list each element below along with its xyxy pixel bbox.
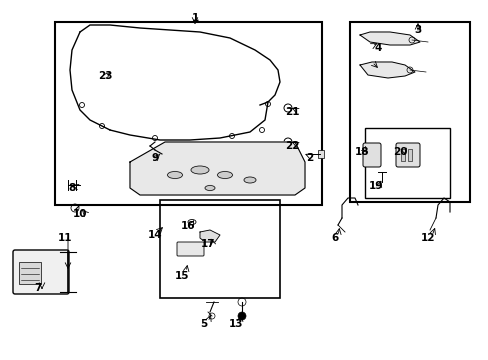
Text: 13: 13 bbox=[228, 319, 243, 329]
Text: 4: 4 bbox=[373, 43, 381, 53]
Ellipse shape bbox=[204, 185, 215, 190]
Circle shape bbox=[238, 312, 245, 320]
Text: 21: 21 bbox=[284, 107, 299, 117]
Text: 23: 23 bbox=[98, 71, 112, 81]
Text: 17: 17 bbox=[200, 239, 215, 249]
Text: 8: 8 bbox=[68, 183, 76, 193]
Polygon shape bbox=[359, 32, 419, 45]
Text: 9: 9 bbox=[151, 153, 158, 163]
Text: 20: 20 bbox=[392, 147, 407, 157]
Text: 3: 3 bbox=[413, 25, 421, 35]
Text: 15: 15 bbox=[174, 271, 189, 281]
Bar bbox=[317, 150, 324, 158]
Bar bbox=[55, 22, 321, 205]
Ellipse shape bbox=[217, 171, 232, 179]
Text: 10: 10 bbox=[73, 209, 87, 219]
Text: 22: 22 bbox=[284, 141, 299, 151]
FancyBboxPatch shape bbox=[362, 143, 380, 167]
Bar bbox=[160, 200, 280, 298]
Text: 6: 6 bbox=[331, 233, 338, 243]
Ellipse shape bbox=[244, 177, 256, 183]
Text: 11: 11 bbox=[58, 233, 72, 243]
Text: 18: 18 bbox=[354, 147, 368, 157]
FancyBboxPatch shape bbox=[177, 242, 203, 256]
Bar bbox=[400, 149, 404, 161]
Polygon shape bbox=[130, 142, 305, 195]
Text: 1: 1 bbox=[191, 13, 198, 23]
Text: 2: 2 bbox=[306, 153, 313, 163]
FancyBboxPatch shape bbox=[395, 143, 419, 167]
Bar bbox=[364, 128, 449, 198]
Text: 5: 5 bbox=[200, 319, 207, 329]
FancyBboxPatch shape bbox=[13, 250, 69, 294]
Bar bbox=[349, 22, 469, 202]
Polygon shape bbox=[200, 230, 220, 242]
Text: 14: 14 bbox=[147, 230, 162, 240]
Polygon shape bbox=[359, 62, 414, 78]
Bar bbox=[19, 262, 41, 284]
Bar bbox=[407, 149, 411, 161]
Ellipse shape bbox=[191, 166, 208, 174]
Text: 16: 16 bbox=[181, 221, 195, 231]
Ellipse shape bbox=[167, 171, 182, 179]
Text: 12: 12 bbox=[420, 233, 434, 243]
Text: 7: 7 bbox=[34, 283, 41, 293]
Text: 19: 19 bbox=[368, 181, 383, 191]
